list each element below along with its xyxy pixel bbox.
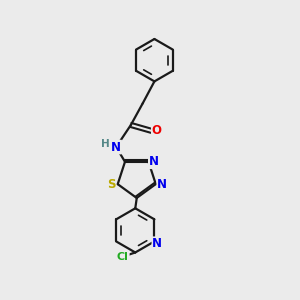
Text: N: N [149,155,159,168]
Text: N: N [157,178,167,191]
Text: N: N [152,237,162,250]
Text: Cl: Cl [117,252,129,262]
Text: S: S [107,178,116,191]
Text: H: H [100,139,109,148]
Text: O: O [152,124,162,137]
Text: N: N [111,141,121,154]
